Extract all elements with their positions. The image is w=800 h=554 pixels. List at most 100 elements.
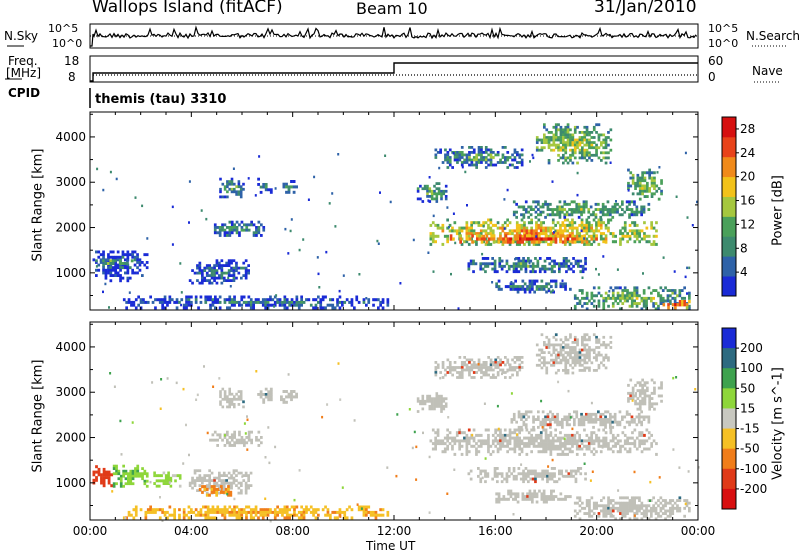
velocity-cell [237, 403, 241, 406]
velocity-cell [609, 412, 612, 416]
velocity-cell [496, 480, 499, 484]
power-cell [611, 291, 615, 295]
velocity-cell [261, 516, 265, 520]
velocity-cell [481, 469, 485, 473]
power-cell [476, 237, 479, 241]
velocity-cell [571, 351, 575, 354]
power-cell [643, 176, 647, 180]
velocity-cell [136, 474, 140, 478]
velocity-cell [604, 504, 608, 508]
velocity-cell [626, 439, 629, 443]
velocity-cell [484, 363, 488, 367]
power-cell [641, 184, 644, 188]
power-cell [245, 228, 249, 232]
velocity-cell [538, 472, 542, 476]
power-cell [456, 151, 459, 154]
power-cell [257, 300, 260, 304]
power-cell [151, 300, 155, 304]
power-cell [592, 218, 596, 222]
velocity-cell [472, 436, 476, 440]
power-cell [535, 235, 538, 238]
velocity-cell [235, 397, 238, 401]
velocity-cell [580, 439, 584, 443]
power-cell [626, 289, 629, 292]
power-cell [607, 226, 610, 230]
power-cell [428, 176, 431, 179]
velocity-cell [131, 469, 135, 473]
power-cell [547, 146, 551, 150]
power-cell [465, 221, 469, 225]
velocity-cell [421, 407, 425, 411]
power-cell [606, 200, 610, 204]
velocity-cell [173, 513, 176, 517]
velocity-cell [675, 376, 678, 379]
power-cell [543, 138, 546, 142]
power-cell [264, 188, 268, 192]
power-cell [613, 202, 617, 206]
velocity-cell [435, 405, 439, 408]
power-cell [432, 270, 435, 273]
velocity-cell [477, 366, 481, 369]
velocity-cell [578, 363, 582, 367]
power-cell [439, 151, 442, 154]
power-cell [573, 226, 577, 230]
power-cell [517, 264, 521, 268]
power-cell [278, 300, 282, 304]
velocity-cell [563, 437, 566, 440]
velocity-cell [542, 500, 546, 504]
power-cell [486, 262, 490, 266]
power-cell [538, 234, 541, 238]
power-cell [592, 294, 596, 298]
velocity-cell [333, 510, 337, 514]
power-cell [581, 264, 585, 268]
power-cell [491, 262, 494, 266]
velocity-cell [597, 363, 601, 367]
velocity-cell [513, 368, 517, 372]
velocity-cell [637, 412, 641, 416]
power-cell [523, 226, 526, 230]
velocity-cell [456, 371, 459, 374]
power-cell [149, 295, 152, 299]
power-cell [528, 237, 532, 241]
velocity-cell [216, 438, 219, 442]
velocity-cell [650, 509, 653, 513]
velocity-cell [621, 444, 625, 448]
power-cell [633, 234, 637, 238]
velocity-cell [437, 399, 441, 403]
power-cell [562, 136, 565, 139]
velocity-cell [458, 431, 461, 435]
velocity-cell [619, 506, 622, 510]
velocity-cell [500, 474, 504, 478]
velocity-cell [218, 436, 222, 439]
velocity-cell [264, 387, 268, 391]
power-cell [577, 215, 581, 219]
power-cell [604, 143, 608, 147]
power-cell [230, 226, 234, 229]
velocity-cell [604, 439, 608, 443]
power-cell [576, 125, 579, 129]
power-cell [627, 168, 630, 172]
velocity-cell [616, 450, 620, 454]
power-cell [102, 266, 105, 270]
power-cell [244, 259, 248, 263]
velocity-cell [204, 516, 208, 520]
power-cell [194, 295, 198, 299]
power-cell [440, 189, 443, 193]
power-cell [472, 158, 476, 162]
power-cell [494, 223, 497, 227]
velocity-cell [489, 444, 493, 448]
velocity-cell [113, 385, 116, 388]
power-cell [300, 303, 303, 307]
power-cell [564, 237, 567, 241]
power-cell [123, 262, 127, 265]
power-cell [513, 156, 517, 159]
velocity-cell [643, 397, 647, 400]
velocity-cell [273, 508, 277, 512]
velocity-cell [599, 418, 603, 421]
power-cell [565, 202, 569, 206]
power-cell [484, 232, 488, 236]
velocity-cell [537, 425, 540, 429]
power-cell [197, 306, 200, 310]
velocity-cell [350, 516, 354, 520]
power-cell [492, 156, 495, 159]
